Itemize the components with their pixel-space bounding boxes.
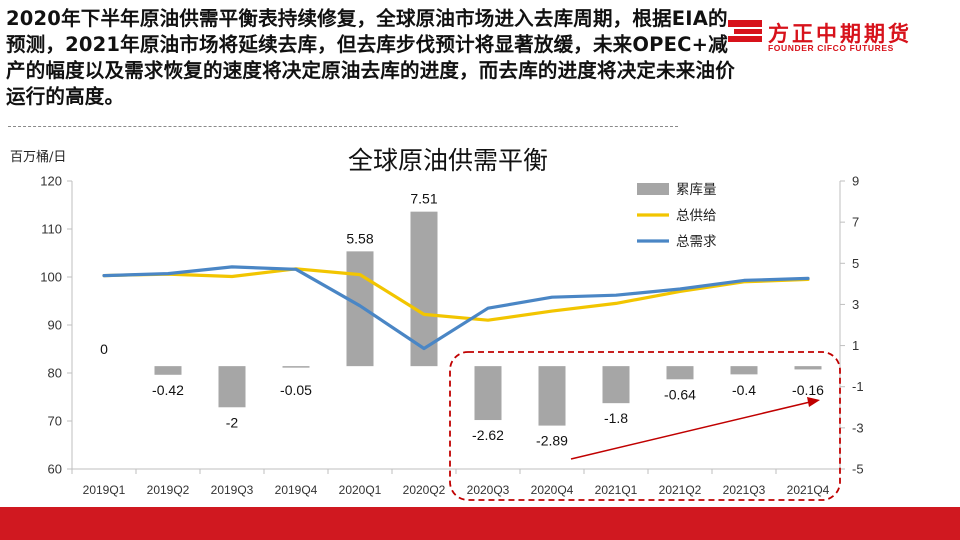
bar-value-label: -0.16 [792,382,824,398]
x-tick-label: 2019Q2 [147,483,190,497]
bar-value-label: 0 [100,341,108,357]
supply-line [102,267,810,322]
headline-text: 2020年下半年原油供需平衡表持续修复，全球原油市场进入去库周期，根据EIA的预… [6,7,735,108]
inventory-bar [538,366,566,426]
legend-label: 总需求 [676,234,717,250]
x-tick-label: 2019Q1 [83,483,126,497]
legend-label: 总供给 [676,208,717,224]
logo-name: 方正中期期货 [768,22,912,46]
x-tick-label: 2020Q1 [339,483,382,497]
company-logo: 方正中期期货 FOUNDER CIFCO FUTURES [728,18,948,58]
highlight-annotation [449,351,841,501]
left-tick-label: 90 [48,318,62,333]
right-tick-label: 9 [852,174,859,189]
highlight-box [449,351,841,501]
left-tick-label: 120 [40,174,62,189]
bar-value-label: -1.8 [604,410,628,426]
bar-value-label: -0.05 [280,382,312,398]
demand-line [102,265,810,351]
x-tick-label: 2020Q3 [467,483,510,497]
bar-value-label: -0.4 [732,382,756,398]
inventory-bar [346,251,374,367]
bar-value-label: 7.51 [410,191,437,207]
bar-value-label: -2.89 [536,433,568,449]
axes: 60 70 80 90 100 110 120 -5 -3 -1 1 3 5 7 9 2019Q1 2019Q2… [40,174,863,498]
founder-logo-icon [728,20,762,42]
left-tick-label: 110 [41,222,62,237]
x-tick-label: 2021Q2 [659,483,702,497]
inventory-bar [794,366,822,370]
x-tick-label: 2021Q1 [595,483,638,497]
inventory-bar [282,366,310,368]
legend-swatch-bar [637,183,669,195]
inventory-bar [666,366,694,380]
unit-label: 百万桶/日 [10,150,66,165]
bar-value-label: -0.42 [152,382,184,398]
left-tick-label: 60 [48,462,62,477]
inventory-bar [730,366,758,375]
x-tick-label: 2019Q3 [211,483,254,497]
inventory-bar [218,366,246,408]
trend-arrow-shaft [570,401,811,460]
right-tick-label: 1 [852,338,859,353]
right-tick-label: 7 [852,215,859,230]
supply-demand-chart: 全球原油供需平衡 百万桶/日 60708090100110120-5-3-113… [10,146,864,501]
bar-value-label: -2 [226,414,239,430]
bar-series-inventory [154,211,822,426]
x-tick-label: 2020Q2 [403,483,446,497]
x-tick-label: 2021Q3 [723,483,766,497]
divider-line [8,126,678,127]
bar-value-label: -0.64 [664,386,696,402]
trend-arrow-head [807,397,820,407]
x-tick-label: 2019Q4 [275,483,318,497]
x-tick-label: 2020Q4 [531,483,574,497]
inventory-bar [474,366,502,421]
bar-value-labels: 0 -0.42 -2 -0.05 5.58 7.51 -2.62 -2.89 -1.8 -0.64… [100,191,824,449]
bar-value-label: -2.62 [472,427,504,443]
right-tick-label: 3 [852,297,859,312]
inventory-bar [602,366,630,404]
logo-subtitle: FOUNDER CIFCO FUTURES [768,43,894,53]
line-series [102,265,810,351]
left-tick-label: 80 [48,366,62,381]
x-tick-label: 2021Q4 [787,483,830,497]
right-tick-label: 5 [852,256,859,271]
right-tick-label: -5 [852,462,864,477]
left-tick-label: 100 [40,270,62,285]
inventory-bar [154,366,182,375]
chart-title: 全球原油供需平衡 [348,146,548,175]
bottom-brand-bar [0,507,960,540]
right-tick-label: -1 [852,379,864,394]
legend-label: 累库量 [676,182,717,198]
bar-value-label: 5.58 [346,230,373,246]
left-tick-label: 70 [48,414,62,429]
inventory-bar [410,211,438,367]
right-tick-label: -3 [852,420,864,435]
